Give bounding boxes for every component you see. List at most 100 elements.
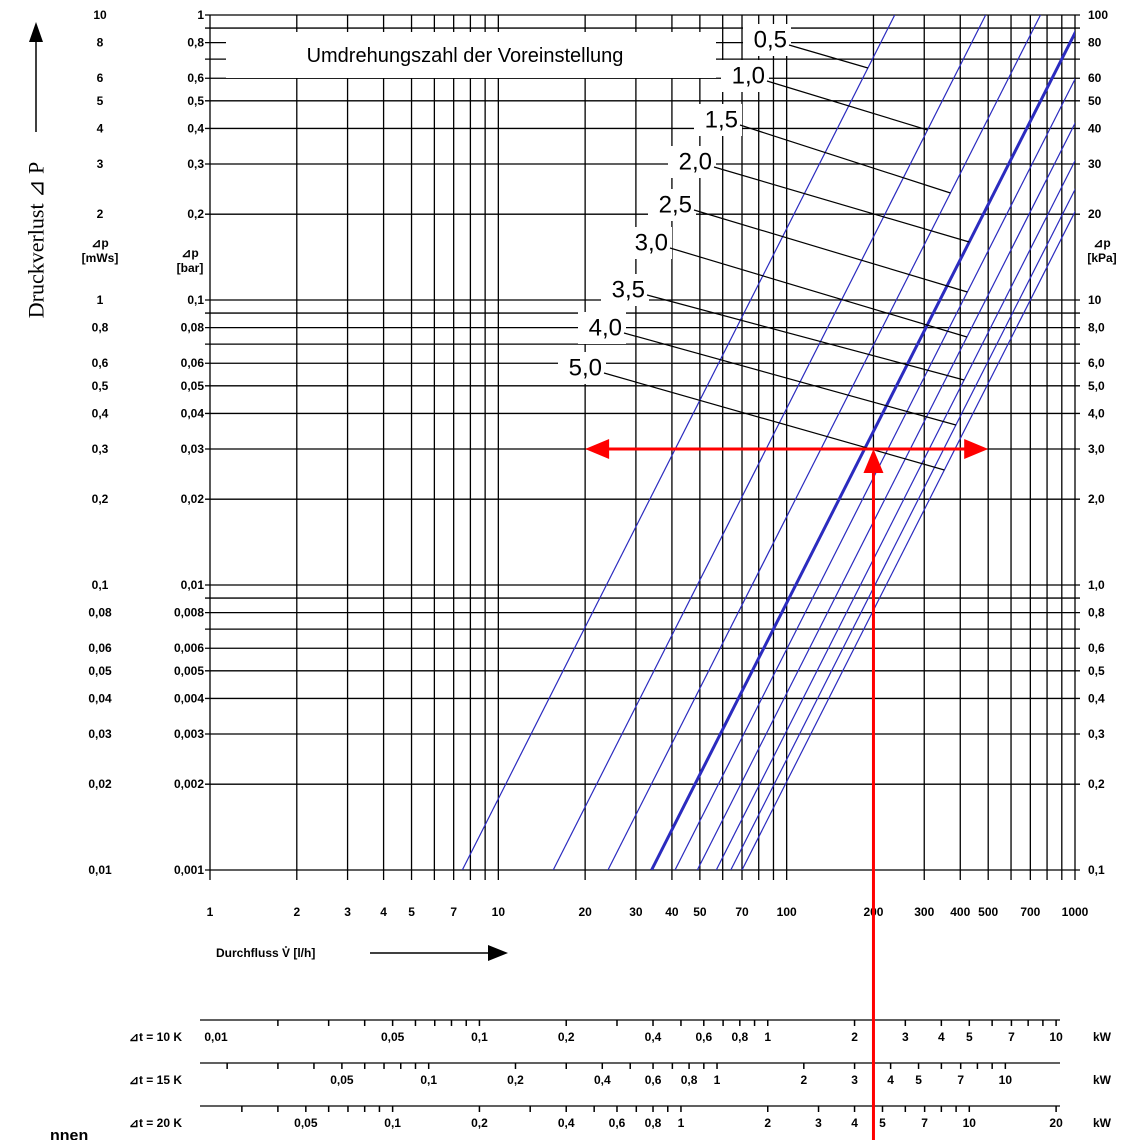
power-tick-label: 7 (957, 1073, 964, 1087)
power-tick-label: 1 (764, 1030, 771, 1044)
y-tick-label: 0,2 (187, 207, 204, 221)
reading-arrow-left (585, 439, 610, 460)
footer-fragment: nnen (50, 1128, 88, 1140)
series-line (461, 15, 896, 870)
y-tick-label: 0,004 (174, 691, 204, 705)
y-unit: [bar] (177, 261, 204, 275)
y-tick-label: 0,08 (181, 321, 205, 335)
series-label-bg (721, 60, 769, 92)
power-tick-label: 0,2 (507, 1073, 524, 1087)
y2-tick-label: 0,3 (1088, 727, 1105, 741)
y-tick-label: 1 (197, 8, 204, 22)
y-tick-label: 0,008 (174, 606, 204, 620)
y2-tick-label: 6,0 (1088, 356, 1105, 370)
power-tick-label: 3 (851, 1073, 858, 1087)
series-label-bg (694, 104, 742, 136)
power-unit: kW (1093, 1073, 1112, 1087)
power-tick-label: 0,8 (645, 1116, 662, 1130)
power-tick-label: 3 (815, 1116, 822, 1130)
y3-tick-label: 0,5 (92, 379, 109, 393)
y-tick-label: 0,3 (187, 157, 204, 171)
y2-tick-label: 60 (1088, 71, 1102, 85)
y-tick-label: 0,06 (181, 356, 205, 370)
y2-tick-label: 1,0 (1088, 578, 1105, 592)
power-tick-label: 0,6 (695, 1030, 712, 1044)
leader-line (669, 247, 968, 338)
x-tick-label: 100 (777, 905, 797, 919)
y2-tick-label: 8,0 (1088, 321, 1105, 335)
y2-tick-label: 0,6 (1088, 641, 1105, 655)
chart-title: Umdrehungszahl der Voreinstellung (307, 45, 624, 67)
y3-tick-label: 0,8 (92, 321, 109, 335)
x-tick-label: 500 (978, 905, 998, 919)
y2-tick-label: 5,0 (1088, 379, 1105, 393)
y-tick-label: 0,001 (174, 863, 204, 877)
y2-tick-label: 20 (1088, 207, 1102, 221)
series-label-bg (624, 227, 672, 259)
series-label: 0,5 (754, 27, 787, 54)
y-title: Druckverlust ⊿ P (24, 162, 49, 319)
power-tick-label: 2 (800, 1073, 807, 1087)
series-label: 2,5 (659, 192, 692, 219)
series-label: 5,0 (569, 355, 602, 382)
power-tick-label: 0,1 (384, 1116, 401, 1130)
power-tick-label: 0,4 (594, 1073, 611, 1087)
y2-tick-label: 0,4 (1088, 691, 1105, 705)
y2-tick-label: 2,0 (1088, 492, 1105, 506)
y3-tick-label: 0,01 (88, 863, 112, 877)
series-label: 4,0 (589, 315, 622, 342)
y3-tick-label: 0,4 (92, 406, 109, 420)
y-tick-label: 0,4 (187, 121, 204, 135)
power-tick-label: 0,01 (204, 1030, 228, 1044)
x-tick-label: 3 (344, 905, 351, 919)
power-tick-label: 0,05 (294, 1116, 318, 1130)
y3-tick-label: 0,03 (88, 727, 112, 741)
power-tick-label: 5 (966, 1030, 973, 1044)
y3-tick-label: 10 (93, 8, 107, 22)
y-unit-symbol: ⊿p (181, 246, 198, 260)
y3-tick-label: 0,04 (88, 691, 112, 705)
series-line (741, 210, 1075, 870)
power-scale-label: ⊿t = 10 K (129, 1030, 182, 1044)
series-label-bg (648, 189, 696, 221)
x-tick-label: 70 (735, 905, 749, 919)
y3-tick-label: 6 (97, 71, 104, 85)
power-tick-label: 5 (915, 1073, 922, 1087)
series-line (696, 122, 1075, 870)
y-tick-label: 0,02 (181, 492, 205, 506)
y3-tick-label: 0,06 (88, 641, 112, 655)
power-tick-label: 0,05 (381, 1030, 405, 1044)
power-tick-label: 2 (851, 1030, 858, 1044)
power-tick-label: 7 (921, 1116, 928, 1130)
y-tick-label: 0,003 (174, 727, 204, 741)
y2-tick-label: 40 (1088, 121, 1102, 135)
leader-line (713, 166, 970, 243)
y-tick-label: 0,005 (174, 664, 204, 678)
y3-tick-label: 4 (97, 121, 104, 135)
power-tick-label: 0,2 (558, 1030, 575, 1044)
series-line (715, 159, 1075, 870)
y2-tick-label: 0,8 (1088, 606, 1105, 620)
grid (205, 14, 1080, 880)
power-tick-label: 5 (879, 1116, 886, 1130)
series-label-bg (601, 274, 649, 306)
power-tick-label: 0,1 (420, 1073, 437, 1087)
power-scale-label: ⊿t = 20 K (129, 1116, 182, 1130)
y2-unit: [kPa] (1087, 251, 1116, 265)
y2-tick-label: 0,5 (1088, 664, 1105, 678)
series-line (650, 29, 1075, 870)
series-line (552, 15, 987, 870)
power-tick-label: 1 (678, 1116, 685, 1130)
y2-unit-symbol: ⊿p (1093, 236, 1110, 250)
y-tick-label: 0,6 (187, 71, 204, 85)
x-tick-label: 1 (207, 905, 214, 919)
leader-line (603, 372, 945, 471)
y3-tick-label: 0,08 (88, 606, 112, 620)
series-line (674, 77, 1075, 870)
power-tick-label: 0,4 (558, 1116, 575, 1130)
y3-tick-label: 0,05 (88, 664, 112, 678)
leader-line (623, 332, 957, 426)
series-label-bg (668, 146, 716, 178)
y2-tick-label: 30 (1088, 157, 1102, 171)
y3-tick-label: 5 (97, 94, 104, 108)
